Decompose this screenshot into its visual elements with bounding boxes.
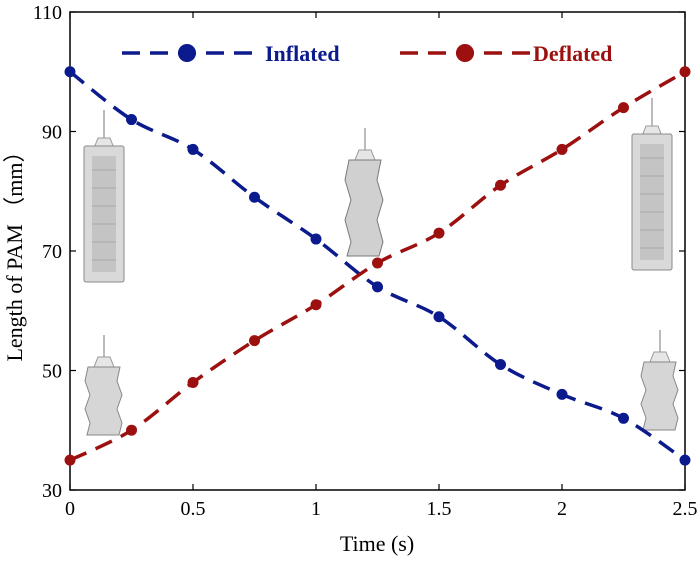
y-tick-label: 30 [42, 480, 62, 502]
x-tick-label: 2 [557, 498, 567, 520]
data-point-deflated [187, 376, 199, 388]
data-point-deflated [64, 454, 76, 466]
data-point-deflated [618, 102, 629, 114]
y-tick-label: 90 [42, 122, 62, 144]
x-tick-label: 2.5 [673, 498, 698, 520]
data-point-inflated [187, 143, 199, 155]
data-point-deflated [249, 335, 260, 347]
y-axis-title: Length of PAM （mm） [2, 140, 27, 361]
pam-photo-extended-right [631, 98, 673, 271]
data-point-inflated [126, 114, 137, 126]
x-tick-label: 0.5 [181, 498, 206, 520]
legend-label-deflated: Deflated [533, 41, 612, 66]
x-axis-title: Time (s) [340, 531, 414, 556]
series-layer [64, 66, 691, 466]
data-point-inflated [556, 388, 568, 400]
legend-marker-deflated [456, 44, 474, 62]
data-point-inflated [249, 191, 260, 203]
y-tick-label: 110 [33, 2, 62, 24]
data-point-deflated [679, 66, 691, 78]
y-tick-label: 70 [42, 241, 62, 263]
data-point-deflated [495, 179, 506, 191]
axes: 0 0.5 1 1.5 2 2.5 30 50 70 90 110 [33, 2, 698, 520]
legend: Inflated Deflated [122, 41, 612, 66]
data-point-deflated [126, 424, 137, 436]
data-point-deflated [310, 299, 322, 311]
data-point-inflated [310, 233, 322, 245]
data-point-inflated [433, 311, 445, 323]
pam-photo-middle [344, 128, 384, 257]
data-point-inflated [495, 359, 506, 371]
legend-marker-inflated [178, 44, 196, 62]
data-point-deflated [556, 143, 568, 155]
data-point-inflated [64, 66, 76, 78]
y-tick-label: 50 [42, 361, 62, 383]
x-tick-label: 1 [311, 498, 321, 520]
x-tick-label: 1.5 [427, 498, 452, 520]
data-point-inflated [679, 454, 691, 466]
data-point-deflated [433, 227, 445, 239]
data-point-inflated [372, 281, 383, 293]
legend-label-inflated: Inflated [265, 41, 340, 66]
data-point-inflated [618, 412, 629, 424]
x-tick-label: 0 [65, 498, 75, 520]
data-point-deflated [372, 257, 383, 269]
pam-photo-contracted-right [640, 330, 679, 431]
pam-photo-extended-left [83, 110, 125, 283]
pam-photo-contracted-left [84, 335, 123, 436]
